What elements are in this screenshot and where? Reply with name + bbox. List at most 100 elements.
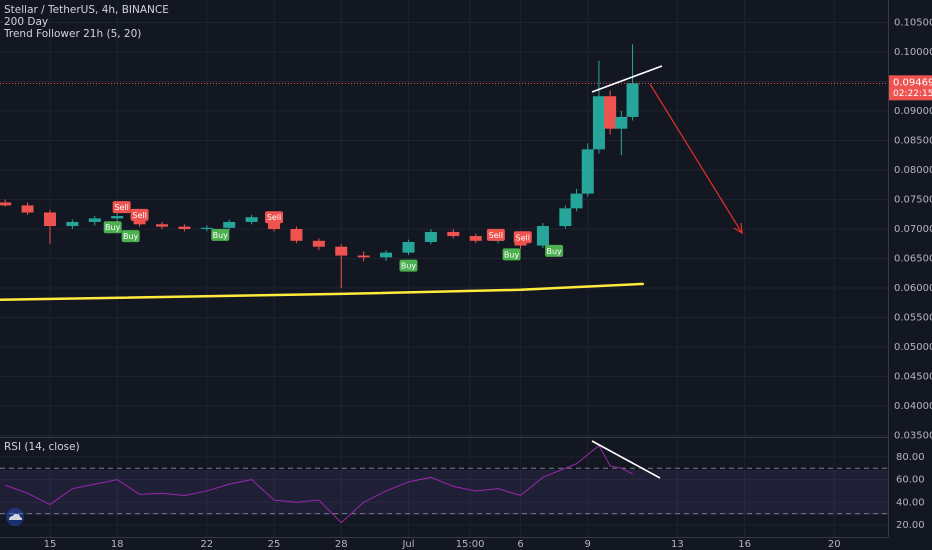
rsi-tick-label: 40.00: [896, 497, 925, 508]
candle-body: [200, 227, 213, 230]
candle-body: [335, 246, 348, 256]
y-tick-label: 0.10000: [894, 47, 932, 58]
signal-label: Buy: [401, 262, 417, 271]
candle-body: [424, 231, 437, 242]
candle-body: [447, 231, 460, 237]
signal-badge: [502, 248, 521, 261]
candle-body: [88, 218, 101, 222]
signal-badge: [265, 211, 284, 224]
candle-body: [290, 229, 303, 241]
y-tick-label: 0.04000: [894, 401, 932, 412]
candle-body: [357, 255, 370, 258]
signal-label: Buy: [123, 232, 139, 241]
marks: [0, 44, 888, 524]
candle-body: [469, 236, 482, 241]
candle-body: [66, 221, 79, 227]
y-tick-label: 0.08000: [894, 165, 932, 176]
signal-label: Sell: [489, 231, 503, 240]
rsi-tick-label: 80.00: [896, 452, 925, 463]
x-tick-label: 13: [671, 539, 684, 550]
y-tick-label: 0.06500: [894, 254, 932, 265]
candle-body: [592, 96, 605, 150]
cloud-icon[interactable]: [6, 508, 24, 526]
indicator-label: 200 Day: [4, 16, 48, 28]
candle-body: [156, 224, 169, 227]
signal-badge: [513, 231, 532, 244]
candle-body: [581, 149, 594, 194]
signal-label: Sell: [114, 203, 128, 212]
arrow-head: [733, 222, 743, 235]
y-tick-label: 0.10500: [894, 17, 932, 28]
signal-badge: [121, 230, 140, 243]
indicator-label: Trend Follower 21h (5, 20): [3, 28, 141, 40]
x-tick-label: 18: [111, 539, 124, 550]
x-tick-label: Jul: [401, 539, 414, 550]
y-tick-label: 0.06000: [894, 283, 932, 294]
signal-badge: [399, 259, 418, 272]
signal-label: Buy: [546, 247, 562, 256]
candle-body: [570, 193, 583, 209]
countdown-label: 02:22:15: [893, 89, 932, 99]
rsi-tick-label: 60.00: [896, 475, 925, 486]
signal-badge: [486, 228, 505, 241]
y-tick-label: 0.07000: [894, 224, 932, 235]
candle-body: [604, 96, 617, 129]
signal-badge: [112, 201, 131, 214]
x-tick-label: 9: [585, 539, 591, 550]
x-tick-label: 22: [200, 539, 213, 550]
signal-badge: [211, 228, 230, 241]
labels: 15 18 22 25 28 Jul 15:00 6 9 13 16 20 0.03500 0.04000…: [44, 17, 932, 550]
y-tick-label: 0.09000: [894, 106, 932, 117]
price-tag: [889, 75, 932, 101]
signal-badge: [103, 221, 122, 234]
candle-body: [402, 241, 415, 253]
signal-label: Sell: [267, 213, 281, 222]
price-tag-label: 0.09469: [893, 77, 932, 88]
x-tick-label: 15:00: [456, 539, 485, 550]
candle-body: [21, 205, 34, 213]
candle-body: [43, 212, 56, 227]
x-tick-label: 16: [738, 539, 751, 550]
candle-body: [245, 217, 258, 222]
ma-line: [0, 282, 644, 302]
candle-body: [111, 216, 124, 219]
candle-body: [312, 240, 325, 247]
x-tick-label: 20: [828, 539, 841, 550]
x-tick-label: 28: [335, 539, 348, 550]
rsi-tick-label: 20.00: [896, 520, 925, 531]
candle-body: [223, 221, 236, 228]
signal-label: Buy: [504, 250, 520, 259]
x-tick-label: 15: [44, 539, 57, 550]
arrow-line: [649, 83, 743, 234]
rsi-line: [4, 444, 633, 524]
y-tick-label: 0.04500: [894, 372, 932, 383]
candle-body: [615, 116, 628, 129]
rsi-band: [0, 470, 888, 515]
y-tick-label: 0.07500: [894, 195, 932, 206]
candle-body: [178, 226, 191, 230]
y-tick-label: 0.03500: [894, 431, 932, 442]
candle-body: [536, 226, 549, 246]
candle-body: [559, 208, 572, 227]
y-tick-label: 0.08500: [894, 135, 932, 146]
rsi-title: RSI (14, close): [4, 441, 80, 453]
x-tick-label: 6: [517, 539, 523, 550]
x-tick-label: 25: [268, 539, 281, 550]
y-tick-label: 0.05000: [894, 342, 932, 353]
candle-body: [0, 202, 12, 206]
grid: [0, 0, 888, 537]
signal-label: Buy: [213, 231, 229, 240]
signal-badge: [545, 244, 564, 257]
signal-badge: [130, 208, 149, 221]
symbol-title: Stellar / TetherUS, 4h, BINANCE: [4, 4, 169, 16]
candle-body: [380, 252, 393, 258]
candle-body: [626, 83, 639, 117]
rsi-trend-line: [591, 440, 661, 479]
y-tick-label: 0.05500: [894, 313, 932, 324]
signal-label: Buy: [105, 223, 121, 232]
trend-line: [591, 65, 663, 93]
signal-label: Sell: [132, 211, 146, 220]
signal-label: Sell: [516, 233, 530, 242]
